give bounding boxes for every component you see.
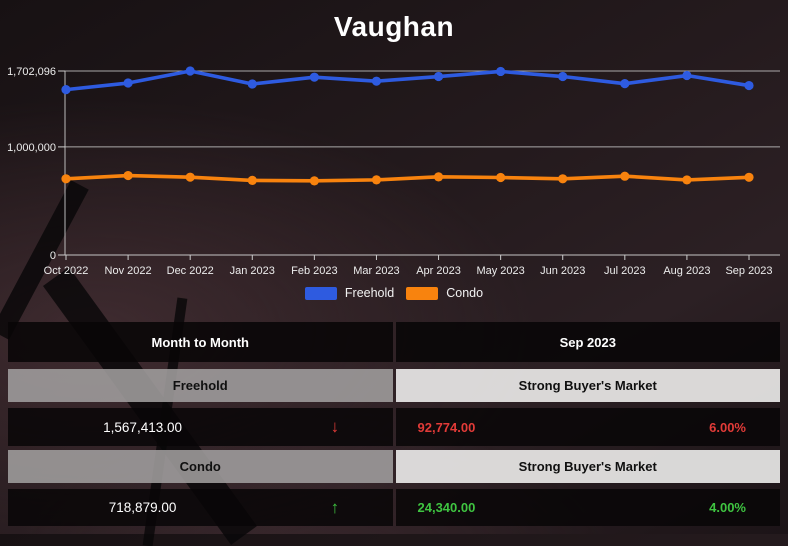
x-tick-label: Nov 2022 <box>105 265 152 277</box>
freehold-data-point[interactable] <box>371 76 382 86</box>
condo-change-percent: 4.00% <box>709 500 746 515</box>
x-tick-label: Jul 2023 <box>604 265 646 277</box>
legend-item-condo[interactable]: Condo <box>406 286 483 300</box>
price-trend-chart: 1,702,096 1,000,000 0 Oct 2022 Nov 2022 Dec 2… <box>7 66 780 277</box>
condo-data-point[interactable] <box>620 171 630 181</box>
header-current-month: Sep 2023 <box>395 322 780 362</box>
freehold-price-cell: 1,567,413.00 ↓ <box>8 408 393 446</box>
condo-data-point[interactable] <box>744 172 754 182</box>
freehold-change-amount: 92,774.00 <box>417 419 476 435</box>
freehold-change-percent: 6.00% <box>709 419 746 435</box>
freehold-data-point[interactable] <box>433 71 444 82</box>
condo-data-point[interactable] <box>558 174 568 184</box>
x-tick-label: Feb 2023 <box>291 265 337 277</box>
up-arrow-icon: ↑ <box>330 497 340 517</box>
freehold-data-point[interactable] <box>185 66 195 76</box>
freehold-data-point[interactable] <box>496 66 506 77</box>
x-tick-label: Mar 2023 <box>353 265 399 277</box>
condo-data-point[interactable] <box>433 172 444 182</box>
freehold-market-status: Strong Buyer's Market <box>395 369 780 402</box>
down-arrow-icon: ↓ <box>330 417 340 436</box>
freehold-label-row: Freehold Strong Buyer's Market <box>8 369 780 402</box>
x-tick-label: Dec 2022 <box>167 265 214 277</box>
condo-market-status: Strong Buyer's Market <box>395 450 780 483</box>
freehold-label: Freehold <box>8 369 393 402</box>
chart-legend: Freehold Condo <box>0 286 788 300</box>
freehold-price: 1,567,413.00 <box>103 419 182 435</box>
condo-data-point[interactable] <box>185 172 195 182</box>
page-title: Vaughan <box>333 11 455 42</box>
x-tick-label: Jan 2023 <box>230 265 275 277</box>
x-tick-label: Apr 2023 <box>416 265 461 277</box>
condo-data-point[interactable] <box>682 175 692 185</box>
x-tick-label: Sep 2023 <box>725 265 772 277</box>
market-summary-table: Month to Month Sep 2023 Freehold Strong … <box>8 322 780 526</box>
condo-change-amount: 24,340.00 <box>417 500 476 515</box>
condo-label: Condo <box>8 450 393 483</box>
condo-data-point[interactable] <box>247 175 257 186</box>
y-tick-label: 0 <box>50 250 56 262</box>
legend-label: Freehold <box>344 286 395 300</box>
freehold-data-point[interactable] <box>309 72 319 82</box>
y-tick-label: 1,702,096 <box>7 66 56 78</box>
x-tick-label: Jun 2023 <box>540 265 585 277</box>
condo-line <box>64 173 751 183</box>
freehold-data-point[interactable] <box>620 79 630 89</box>
freehold-data-point[interactable] <box>558 71 568 82</box>
freehold-change-cell: 92,774.00 6.00% <box>395 408 780 446</box>
condo-data-point[interactable] <box>496 172 506 183</box>
legend-item-freehold[interactable]: Freehold <box>304 286 395 300</box>
condo-swatch-icon <box>406 286 439 300</box>
condo-data-point[interactable] <box>123 170 133 181</box>
freehold-data-point[interactable] <box>123 78 133 88</box>
table-header-row: Month to Month Sep 2023 <box>8 322 780 362</box>
freehold-swatch-icon <box>304 286 337 300</box>
header-month-to-month: Month to Month <box>8 322 393 362</box>
condo-price-cell: 718,879.00 ↑ <box>8 489 393 526</box>
condo-data-point[interactable] <box>371 175 382 185</box>
x-tick-label: May 2023 <box>476 265 524 277</box>
page: Vaughan 1,702,096 1,000,000 0 Oct 2022 Nov 2… <box>0 11 788 526</box>
y-tick-label: 1,000,000 <box>7 142 56 154</box>
freehold-data-point[interactable] <box>247 79 257 89</box>
condo-data-point[interactable] <box>61 174 71 184</box>
x-tick-label: Aug 2023 <box>663 265 710 277</box>
condo-change-cell: 24,340.00 4.00% <box>395 489 780 526</box>
legend-label: Condo <box>446 286 484 300</box>
freehold-data-point[interactable] <box>682 70 692 81</box>
freehold-data-point[interactable] <box>744 80 754 91</box>
condo-data-row: 718,879.00 ↑ 24,340.00 4.00% <box>8 489 780 526</box>
freehold-data-row: 1,567,413.00 ↓ 92,774.00 6.00% <box>8 408 780 446</box>
condo-data-point[interactable] <box>309 176 319 186</box>
condo-label-row: Condo Strong Buyer's Market <box>8 450 780 483</box>
freehold-data-point[interactable] <box>61 85 71 95</box>
condo-price: 718,879.00 <box>108 500 177 515</box>
freehold-line <box>64 69 751 92</box>
x-tick-label: Oct 2022 <box>44 265 89 277</box>
